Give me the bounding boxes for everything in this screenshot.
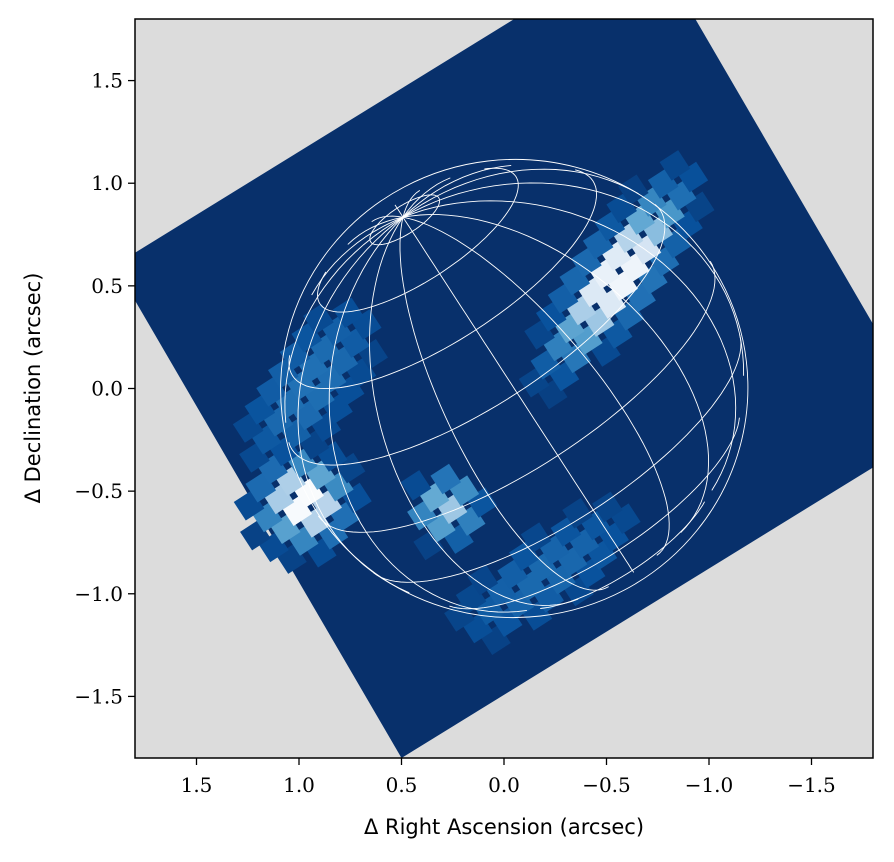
longitude-line	[399, 217, 609, 591]
longitude-line	[402, 164, 512, 218]
y-tick-label: −0.5	[74, 479, 123, 503]
y-tick-label: 1.5	[91, 69, 123, 93]
x-tick-label: 0.0	[488, 773, 520, 797]
y-tick-label: 1.0	[91, 171, 123, 195]
longitude-line	[369, 216, 579, 606]
emission-pixel	[303, 303, 334, 335]
longitude-line	[347, 216, 404, 245]
longitude-line	[402, 214, 709, 533]
longitude-line	[402, 216, 635, 573]
y-tick-label: −1.0	[74, 582, 123, 606]
y-tick-label: 0.0	[91, 377, 123, 401]
longitude-line	[394, 204, 404, 218]
longitude-line	[402, 168, 639, 218]
longitude-line	[402, 200, 737, 491]
x-tick-label: −0.5	[582, 773, 631, 797]
longitude-line	[402, 182, 745, 376]
y-tick-label: −1.5	[74, 684, 123, 708]
planet-grid-overlay	[280, 158, 749, 619]
x-tick-label: 0.5	[386, 773, 418, 797]
emission-pixel	[592, 491, 623, 523]
emission-pixel	[562, 497, 593, 529]
emission-pixel	[467, 564, 499, 596]
emission-pixel	[430, 463, 462, 495]
longitude-line	[371, 215, 404, 222]
x-tick-label: −1.5	[787, 773, 836, 797]
longitude-line	[402, 177, 451, 218]
x-axis-label: Δ Right Ascension (arcsec)	[364, 815, 644, 839]
emission-pixel	[520, 522, 552, 553]
x-axis: 1.5 1.0 0.5 0.0 −0.5 −1.0 −1.5	[181, 758, 836, 797]
x-tick-label: −1.0	[685, 773, 734, 797]
x-tick-label: 1.0	[283, 773, 315, 797]
longitude-line	[328, 216, 527, 613]
planet-limb	[280, 158, 749, 619]
emission-pixel	[618, 174, 649, 206]
emission-map	[232, 150, 715, 656]
emission-pixel	[400, 470, 432, 501]
longitude-line	[402, 216, 670, 556]
longitude-line	[311, 216, 404, 296]
y-axis: 1.5 1.0 0.5 0.0 −0.5 −1.0 −1.5	[74, 69, 135, 708]
x-tick-label: 1.5	[181, 773, 213, 797]
plot-area	[134, 18, 874, 759]
y-axis-label: Δ Declination (arcsec)	[21, 273, 45, 504]
y-tick-label: 0.5	[91, 274, 123, 298]
longitude-line	[284, 216, 404, 423]
emission-pixel	[332, 297, 364, 329]
longitude-line	[402, 190, 421, 218]
emission-pixel	[659, 150, 691, 181]
